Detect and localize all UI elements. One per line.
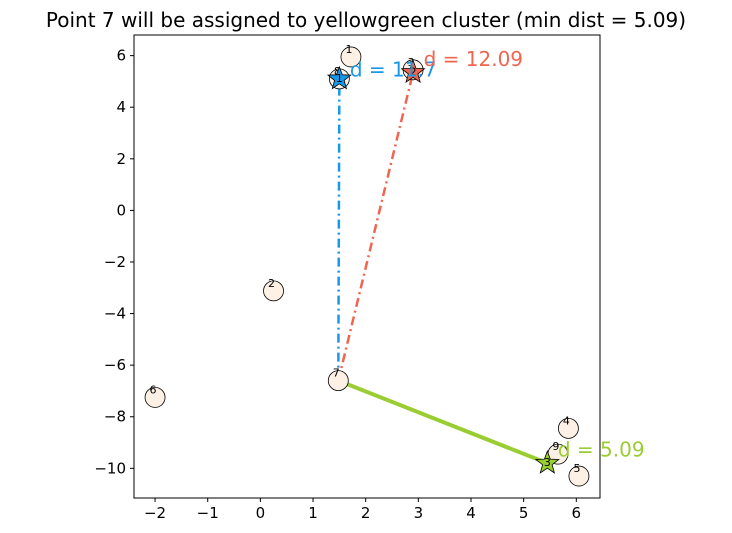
point-label-4: 4 [563, 414, 570, 427]
x-tick-label: 1 [308, 504, 318, 522]
x-tick-label: −2 [144, 504, 166, 522]
distance-line-2 [337, 72, 415, 381]
point-label-2: 2 [268, 277, 275, 290]
y-tick-label: −4 [104, 305, 126, 323]
point-label-1: 1 [345, 43, 352, 56]
data-point-1 [340, 46, 362, 68]
distance-line-1 [337, 78, 341, 381]
data-point-5 [568, 465, 590, 487]
centroid-label-1: 1 [336, 72, 343, 85]
data-point-2 [263, 280, 284, 302]
y-tick-label: −10 [94, 459, 126, 477]
distance-line-3 [337, 378, 549, 466]
centroid-label-3: 3 [544, 456, 551, 469]
centroid-star-2 [400, 59, 426, 84]
x-tick-label: 4 [466, 504, 476, 522]
x-tick-label: 3 [414, 504, 424, 522]
distance-label-1: d = 11.7 [350, 57, 437, 81]
point-label-6: 6 [150, 383, 157, 396]
y-tick-label: 4 [116, 98, 126, 116]
x-tick-label: 2 [361, 504, 371, 522]
plot-area: 123456789123d = 11.7d = 12.09d = 5.09 [144, 43, 645, 487]
distance-label-3: d = 5.09 [558, 438, 645, 462]
data-point-7 [327, 370, 349, 392]
point-label-3: 3 [408, 56, 415, 69]
point-label-7: 7 [333, 367, 340, 380]
x-tick-label: 6 [572, 504, 582, 522]
x-tick-label: −1 [197, 504, 219, 522]
x-tick-label: 5 [519, 504, 529, 522]
x-tick-label: 0 [256, 504, 266, 522]
y-tick-label: −8 [104, 408, 126, 426]
data-point-4 [558, 417, 579, 439]
axes-frame [133, 34, 601, 499]
y-tick-label: −6 [104, 356, 126, 374]
chart-title: Point 7 will be assigned to yellowgreen … [46, 8, 686, 32]
y-tick-label: −2 [104, 253, 126, 271]
centroid-star-1 [326, 65, 352, 90]
data-point-6 [144, 387, 166, 408]
centroid-label-2: 2 [410, 65, 417, 78]
y-tick-label: 2 [116, 150, 126, 168]
y-tick-label: 0 [116, 201, 126, 219]
y-tick-label: 6 [116, 47, 126, 65]
centroid-star-3 [534, 450, 560, 474]
point-label-5: 5 [573, 462, 580, 475]
distance-label-2: d = 12.09 [424, 47, 523, 71]
point-label-9: 9 [552, 440, 559, 453]
